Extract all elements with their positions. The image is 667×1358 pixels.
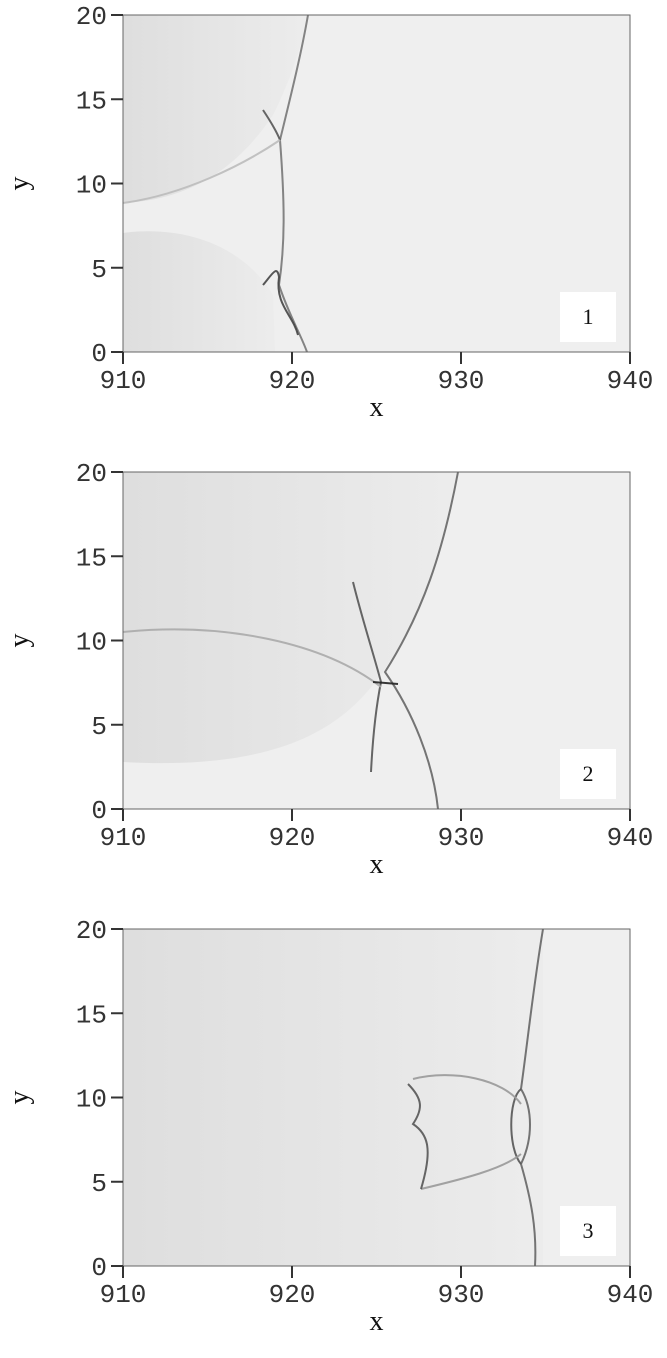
y-tick-label: 15 [76,86,107,116]
panel-label: 3 [583,1218,594,1243]
y-tick-label: 5 [91,712,107,742]
panel: 0 5 10 15 20 910 920 930 940 x y 2 [4,459,653,880]
panel: 0 5 10 15 20 910 920 930 940 x y 3 [4,916,653,1337]
x-tick-label: 920 [269,1280,316,1310]
y-tick-label: 10 [76,171,107,201]
x-axis-label: x [370,1306,384,1337]
y-tick-label: 10 [76,1085,107,1115]
x-tick-label: 910 [100,823,147,853]
figure: 05101520910920930940xy105101520910920930… [0,0,667,1358]
flow-feature [123,929,543,1266]
y-tick-label: 15 [76,543,107,573]
y-tick-label: 15 [76,1000,107,1030]
y-tick-label: 0 [91,339,107,369]
y-tick-label: 10 [76,628,107,658]
x-tick-label: 940 [607,1280,654,1310]
x-tick-label: 930 [438,1280,485,1310]
y-tick-label: 0 [91,796,107,826]
panel-label: 1 [583,304,594,329]
x-tick-label: 940 [607,823,654,853]
y-tick-label: 5 [91,255,107,285]
y-tick-label: 20 [76,459,107,489]
y-tick-label: 20 [76,2,107,32]
panel: 0 5 10 15 20 910 920 930 940 x y 1 [4,2,653,423]
x-tick-label: 910 [100,366,147,396]
y-axis-label: y [4,177,35,191]
panel-label: 2 [583,761,594,786]
schlieren-image [123,929,543,1266]
x-axis-label: x [370,392,384,423]
x-tick-label: 920 [269,366,316,396]
x-tick-label: 910 [100,1280,147,1310]
x-tick-label: 940 [607,366,654,396]
y-tick-label: 0 [91,1253,107,1283]
y-axis-label: y [4,634,35,648]
y-axis-label: y [4,1091,35,1105]
y-tick-label: 20 [76,916,107,946]
x-tick-label: 930 [438,366,485,396]
y-tick-label: 5 [91,1169,107,1199]
x-tick-label: 930 [438,823,485,853]
x-tick-label: 920 [269,823,316,853]
x-axis-label: x [370,849,384,880]
